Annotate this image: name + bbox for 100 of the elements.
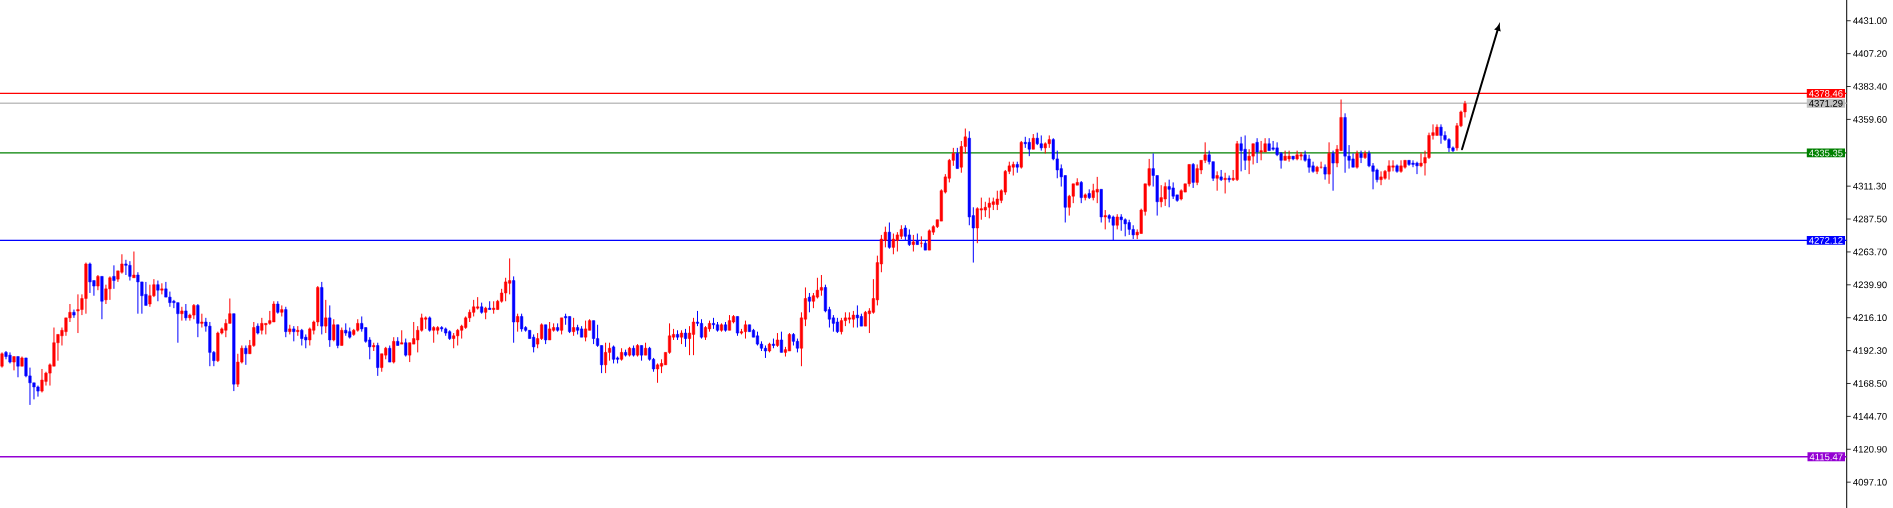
candlestick [16, 356, 20, 378]
candlestick [1399, 159, 1403, 174]
candlestick [1259, 140, 1263, 161]
y-tick-label: 4192.30 [1853, 347, 1887, 354]
candlestick [244, 344, 248, 366]
candlestick [176, 302, 180, 344]
candlestick [72, 309, 76, 319]
candlestick [1283, 150, 1287, 161]
candlestick [1271, 140, 1275, 152]
candlestick [584, 320, 588, 342]
candlestick [1191, 162, 1195, 189]
candlestick [544, 324, 548, 345]
candlestick [1359, 150, 1363, 164]
y-tick-label: 4216.10 [1853, 314, 1887, 322]
candlestick [656, 362, 660, 384]
candlestick [1299, 151, 1303, 161]
candlestick [1239, 136, 1243, 172]
candlestick [1167, 179, 1171, 208]
candlestick [1219, 169, 1223, 182]
y-tick-label: 4097.10 [1853, 478, 1887, 486]
ref-line-label: 4272.12 [1809, 237, 1843, 244]
y-tick-label: 4407.20 [1853, 50, 1887, 57]
y-tick-label: 4383.40 [1853, 83, 1887, 90]
candlestick [1103, 209, 1107, 230]
candlestick [1079, 180, 1083, 204]
candlestick [891, 233, 895, 255]
candlestick [987, 197, 991, 219]
candlestick [959, 140, 963, 174]
candlestick [284, 306, 288, 338]
candlestick [156, 280, 160, 302]
candlestick [779, 331, 783, 353]
candlestick [200, 313, 204, 329]
candlestick [1095, 176, 1099, 204]
candlestick [1391, 159, 1395, 172]
y-tick-label: 4239.90 [1853, 281, 1887, 289]
candlestick [592, 320, 596, 345]
candlestick [1331, 150, 1335, 192]
candlestick [604, 342, 608, 374]
candlestick [1215, 170, 1219, 192]
candlestick [1159, 184, 1163, 208]
candlestick [328, 304, 332, 348]
candlestick [196, 303, 200, 338]
candlestick [1195, 163, 1199, 186]
y-tick-label: 4431.00 [1853, 17, 1887, 25]
candlestick [1411, 159, 1415, 168]
candlestick [1243, 134, 1247, 171]
candlestick [168, 291, 172, 308]
candlestick [1439, 123, 1443, 145]
ref-line-label: 4371.29 [1809, 100, 1843, 107]
candlestick [376, 342, 380, 377]
candlestick [855, 304, 859, 329]
candlestick [392, 336, 396, 364]
candlestick [508, 257, 512, 295]
candlestick [819, 274, 823, 297]
candlestick [132, 251, 136, 279]
candlestick [1163, 181, 1167, 207]
candlestick [919, 235, 923, 248]
candlestick [160, 282, 164, 295]
candlestick [108, 275, 112, 301]
candlestick [955, 147, 959, 170]
candlestick [1387, 159, 1391, 181]
candlestick [112, 264, 116, 290]
candlestick [88, 262, 92, 294]
ref-line-label: 4115.47 [1809, 453, 1843, 461]
candlestick [1287, 150, 1291, 163]
candlestick [36, 385, 40, 398]
ref-line-label: 4335.35 [1809, 149, 1843, 157]
candlestick [184, 303, 188, 322]
candlestick [324, 299, 328, 334]
y-tick-label: 4120.90 [1853, 445, 1887, 453]
candlestick [691, 317, 696, 356]
candlestick [1255, 137, 1259, 164]
candlestick [1379, 170, 1383, 186]
candlestick [180, 306, 184, 322]
candlestick [927, 228, 931, 251]
candlestick [336, 324, 340, 349]
candlestick [76, 293, 80, 334]
candlestick [1323, 163, 1327, 181]
candlestick [995, 190, 999, 211]
ref-line-label: 4378.46 [1809, 90, 1843, 97]
candlestick [492, 300, 496, 315]
candlestick [12, 356, 16, 371]
y-tick-label: 4311.30 [1853, 182, 1887, 190]
candlestick [136, 271, 140, 315]
candlestick [1415, 161, 1419, 175]
y-tick-label: 4287.50 [1853, 215, 1887, 223]
y-tick-label: 4144.70 [1853, 413, 1887, 420]
candlestick [807, 292, 811, 313]
candlestick [975, 206, 979, 244]
y-tick-label: 4359.60 [1853, 116, 1887, 123]
y-tick-label: 4168.50 [1853, 380, 1887, 387]
y-tick-label: 4263.70 [1853, 248, 1887, 256]
candlestick [887, 221, 891, 250]
candlestick [1227, 175, 1231, 183]
candlestick [128, 260, 132, 282]
candlestick [895, 231, 899, 253]
candlestick [408, 342, 412, 363]
candlestick [1327, 141, 1331, 185]
candlestick [1223, 172, 1227, 194]
candlestick [272, 300, 276, 323]
